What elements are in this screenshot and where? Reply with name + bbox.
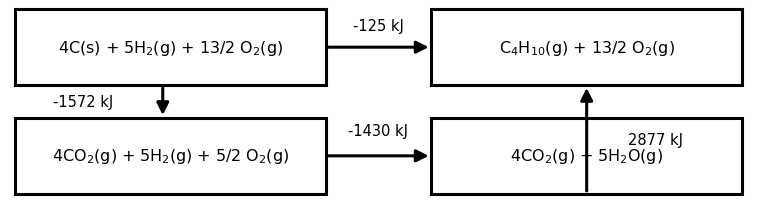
- FancyBboxPatch shape: [15, 10, 326, 86]
- Text: 2877 kJ: 2877 kJ: [628, 132, 684, 147]
- Text: 4CO$_2$(g) + 5H$_2$(g) + 5/2 O$_2$(g): 4CO$_2$(g) + 5H$_2$(g) + 5/2 O$_2$(g): [51, 147, 289, 165]
- Text: 4C(s) + 5H$_2$(g) + 13/2 O$_2$(g): 4C(s) + 5H$_2$(g) + 13/2 O$_2$(g): [58, 39, 283, 57]
- FancyBboxPatch shape: [431, 10, 742, 86]
- Text: 4CO$_2$(g) + 5H$_2$O(g): 4CO$_2$(g) + 5H$_2$O(g): [510, 147, 663, 165]
- FancyBboxPatch shape: [431, 118, 742, 194]
- Text: -1430 kJ: -1430 kJ: [348, 123, 409, 138]
- FancyBboxPatch shape: [15, 118, 326, 194]
- Text: C$_4$H$_{10}$(g) + 13/2 O$_2$(g): C$_4$H$_{10}$(g) + 13/2 O$_2$(g): [499, 39, 674, 57]
- Text: -1572 kJ: -1572 kJ: [53, 94, 114, 110]
- Text: -125 kJ: -125 kJ: [353, 19, 404, 34]
